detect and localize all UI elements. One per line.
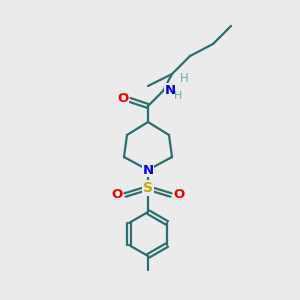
Text: H: H xyxy=(180,71,189,85)
Text: S: S xyxy=(143,181,153,195)
Text: N: N xyxy=(165,83,176,97)
Text: N: N xyxy=(142,164,154,176)
Text: H: H xyxy=(174,91,182,101)
Text: O: O xyxy=(117,92,129,106)
Text: O: O xyxy=(111,188,123,202)
Text: O: O xyxy=(173,188,184,202)
